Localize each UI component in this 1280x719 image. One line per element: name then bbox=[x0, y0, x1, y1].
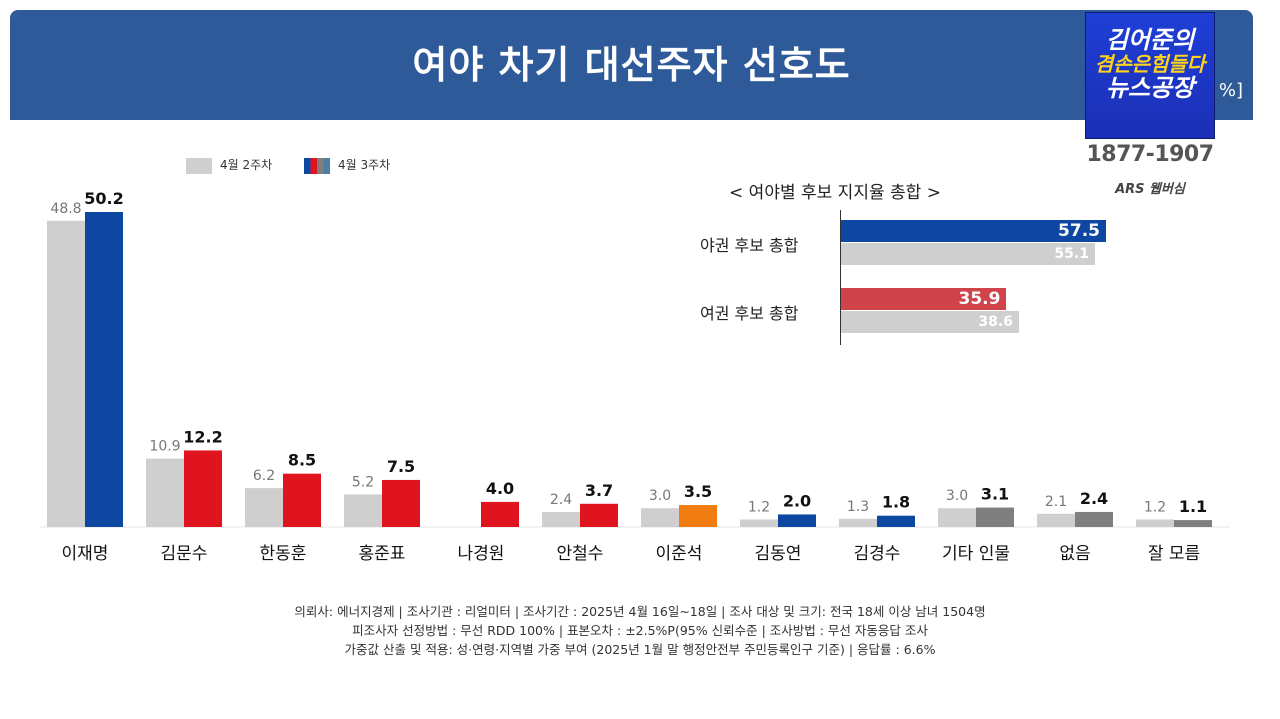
label-prev-2: 6.2 bbox=[253, 468, 275, 484]
category-label-5: 안철수 bbox=[557, 544, 604, 564]
inset-value-prev-0: 55.1 bbox=[1054, 246, 1089, 262]
inset-value-curr-1: 35.9 bbox=[958, 289, 1001, 309]
bar-curr-8 bbox=[877, 515, 915, 527]
legend-swatch-curr bbox=[304, 157, 330, 174]
label-prev-9: 3.0 bbox=[946, 488, 968, 504]
page-title: 여야 차기 대선주자 선호도 bbox=[412, 43, 851, 87]
label-prev-7: 1.2 bbox=[748, 499, 770, 515]
inset-bar-curr-0: 57.5 bbox=[841, 220, 1106, 242]
bar-curr-1 bbox=[184, 450, 222, 527]
bar-prev-7 bbox=[740, 519, 778, 527]
category-label-8: 김경수 bbox=[854, 544, 901, 564]
label-curr-6: 3.5 bbox=[684, 482, 712, 501]
unit-label: %] bbox=[1218, 80, 1243, 101]
logo-line2: 겸손은힘들다 bbox=[1094, 52, 1206, 76]
label-curr-0: 50.2 bbox=[84, 189, 123, 208]
logo-line1: 김어준의 bbox=[1105, 26, 1195, 54]
category-label-4: 나경원 bbox=[458, 544, 505, 564]
label-prev-10: 2.1 bbox=[1045, 494, 1067, 510]
category-label-9: 기타 인물 bbox=[942, 544, 1010, 564]
phone-number: 1877-1907 bbox=[1086, 142, 1214, 167]
category-label-0: 이재명 bbox=[62, 544, 109, 564]
label-prev-1: 10.9 bbox=[149, 439, 180, 455]
inset-category-0: 야권 후보 총합 bbox=[700, 236, 799, 255]
bar-curr-6 bbox=[679, 505, 717, 527]
inset-bar-prev-1: 38.6 bbox=[841, 311, 1019, 333]
bar-prev-5 bbox=[542, 511, 580, 527]
ars-label: ARS 웹버심 bbox=[1115, 182, 1185, 197]
category-label-11: 잘 모름 bbox=[1148, 544, 1200, 564]
inset-bar-prev-0: 55.1 bbox=[841, 243, 1095, 265]
legend-label-curr: 4월 3주차 bbox=[338, 158, 391, 172]
category-label-6: 이준석 bbox=[656, 544, 703, 564]
inset-axis-line bbox=[840, 210, 841, 345]
bar-curr-10 bbox=[1075, 511, 1113, 527]
category-label-1: 김문수 bbox=[161, 544, 208, 564]
legend-item-prev: 4월 2주차 bbox=[186, 156, 272, 174]
label-curr-4: 4.0 bbox=[486, 479, 514, 498]
inset-bar-curr-1: 35.9 bbox=[841, 288, 1007, 310]
footnote-line1: 의뢰사: 에너지경제 | 조사기관 : 리얼미터 | 조사기간 : 2025년 … bbox=[294, 604, 986, 619]
bar-prev-10 bbox=[1037, 513, 1075, 527]
bar-prev-0 bbox=[47, 220, 85, 528]
main-bar-chart: 48.850.2 이재명 10.912.2 김문수 6.2 8.5 한동훈 5.2 7.5 홍준표… bbox=[40, 189, 1230, 564]
bar-curr-11 bbox=[1174, 520, 1212, 527]
bar-prev-8 bbox=[839, 518, 877, 527]
legend-swatch-prev bbox=[186, 157, 212, 174]
label-curr-11: 1.1 bbox=[1179, 497, 1207, 516]
bar-curr-7 bbox=[778, 514, 816, 527]
survey-footnote: 의뢰사: 에너지경제 | 조사기관 : 리얼미터 | 조사기간 : 2025년 … bbox=[0, 602, 1280, 659]
bar-prev-11 bbox=[1136, 519, 1174, 527]
bar-curr-2 bbox=[283, 473, 321, 527]
label-prev-5: 2.4 bbox=[550, 492, 572, 508]
inset-value-curr-0: 57.5 bbox=[1058, 221, 1100, 241]
logo-line3: 뉴스공장 bbox=[1105, 74, 1195, 102]
label-curr-7: 2.0 bbox=[783, 491, 811, 510]
bar-curr-3 bbox=[382, 479, 420, 527]
label-curr-8: 1.8 bbox=[882, 493, 910, 512]
inset-value-prev-1: 38.6 bbox=[978, 314, 1013, 330]
label-curr-2: 8.5 bbox=[288, 451, 316, 470]
label-prev-11: 1.2 bbox=[1144, 499, 1166, 515]
label-prev-8: 1.3 bbox=[847, 499, 869, 515]
bar-prev-6 bbox=[641, 508, 679, 527]
bar-curr-4 bbox=[481, 501, 519, 527]
category-label-2: 한동훈 bbox=[260, 544, 307, 564]
label-curr-9: 3.1 bbox=[981, 485, 1009, 504]
inset-category-1: 여권 후보 총합 bbox=[700, 304, 799, 323]
bar-prev-9 bbox=[938, 508, 976, 527]
bar-prev-3 bbox=[344, 494, 382, 527]
bar-curr-5 bbox=[580, 503, 618, 527]
legend-item-curr: 4월 3주차 bbox=[304, 156, 390, 174]
bar-prev-2 bbox=[245, 488, 283, 527]
inset-chart: 야권 후보 총합 57.5 55.1 여권 후보 총합 35.9 38.6 bbox=[700, 210, 1120, 345]
label-prev-0: 48.8 bbox=[50, 201, 81, 217]
bar-curr-9 bbox=[976, 507, 1014, 527]
label-curr-5: 3.7 bbox=[585, 481, 613, 500]
label-curr-3: 7.5 bbox=[387, 457, 415, 476]
label-curr-10: 2.4 bbox=[1080, 489, 1108, 508]
legend-label-prev: 4월 2주차 bbox=[220, 158, 273, 172]
inset-title: < 여야별 후보 지지율 총합 > bbox=[729, 183, 941, 203]
header-banner: 여야 차기 대선주자 선호도 %] bbox=[10, 10, 1253, 120]
bar-curr-0 bbox=[85, 212, 123, 527]
label-prev-3: 5.2 bbox=[352, 474, 374, 490]
label-curr-1: 12.2 bbox=[183, 427, 222, 446]
footnote-line2: 피조사자 선정방법 : 무선 RDD 100% | 표본오차 : ±2.5%P(… bbox=[352, 623, 928, 638]
bar-prev-1 bbox=[146, 458, 184, 527]
footnote-line3: 가중값 산출 및 적용: 성·연령·지역별 가중 부여 (2025년 1월 말 … bbox=[344, 642, 936, 657]
show-logo: 김어준의 겸손은힘들다 뉴스공장 bbox=[1085, 12, 1215, 139]
category-label-3: 홍준표 bbox=[359, 544, 406, 564]
category-label-10: 없음 bbox=[1059, 544, 1090, 564]
category-label-7: 김동연 bbox=[755, 544, 802, 564]
label-prev-6: 3.0 bbox=[649, 488, 671, 504]
